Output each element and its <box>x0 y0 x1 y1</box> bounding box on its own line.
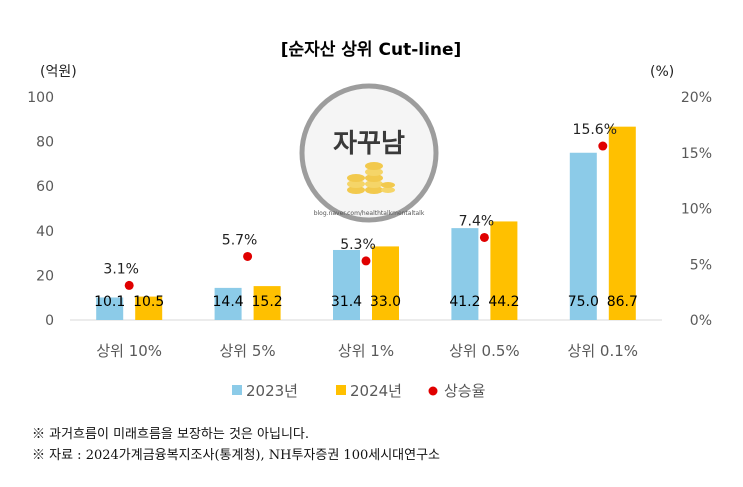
value-label-2023: 31.4 <box>331 294 362 310</box>
right-tick-label: 15% <box>681 146 712 162</box>
category-labels: 상위 10% 상위 5% 상위 1% 상위 0.5% 상위 0.1% <box>96 342 638 360</box>
rate-point <box>124 280 134 290</box>
bar-2024 <box>253 286 281 320</box>
left-tick-label: 20 <box>36 268 54 284</box>
note-source: ※ 자료 : 2024가계금융복지조사(통계청), NH투자증권 100세시대연… <box>32 448 440 463</box>
legend-swatch-2023 <box>232 385 242 395</box>
watermark-ring <box>299 83 439 223</box>
rate-label: 5.3% <box>340 237 376 253</box>
category-label: 상위 5% <box>220 342 276 360</box>
right-tick-label: 0% <box>690 313 712 329</box>
legend-label-rate: 상승율 <box>444 382 485 400</box>
value-label-2023: 14.4 <box>213 294 244 310</box>
bar-2023 <box>214 287 242 320</box>
left-tick-label: 0 <box>45 313 54 329</box>
bar-2024 <box>372 246 399 320</box>
chart-title: [순자산 상위 Cut-line] <box>281 40 462 60</box>
category-label: 상위 1% <box>338 342 394 360</box>
bar-2023 <box>451 228 479 320</box>
rate-label: 3.1% <box>103 261 139 277</box>
bar-2024 <box>490 221 518 320</box>
value-label-2024: 44.2 <box>488 294 519 310</box>
right-tick-label: 5% <box>690 257 712 273</box>
bar-2023 <box>569 152 597 320</box>
value-label-2023: 75.0 <box>568 294 599 310</box>
rate-point <box>361 256 371 266</box>
category-label: 상위 10% <box>96 342 162 360</box>
coin-stack-icon <box>347 162 395 194</box>
watermark: 자꾸남 blog.naver.com/healthtalkmentaltalk <box>299 83 439 223</box>
bar-2024 <box>608 126 636 320</box>
left-tick-label: 40 <box>36 224 54 240</box>
rate-label: 5.7% <box>222 232 258 248</box>
rate-point <box>479 232 489 242</box>
left-tick-label: 80 <box>36 135 54 151</box>
bar-2023 <box>333 249 360 320</box>
legend-label-2024: 2024년 <box>350 382 402 400</box>
category-label: 상위 0.1% <box>568 342 638 360</box>
legend: 2023년 2024년 상승율 <box>232 382 485 400</box>
left-tick-label: 60 <box>36 179 54 195</box>
bars: 10.1 10.5 14.4 15.2 31.4 33.0 41.2 44.2 75.0 86.7 <box>94 126 638 320</box>
rate-point <box>243 251 253 261</box>
left-axis-unit: (억원) <box>40 64 77 80</box>
right-axis-unit: (%) <box>650 64 674 80</box>
legend-marker-rate <box>428 386 438 396</box>
right-tick-label: 20% <box>681 90 712 106</box>
value-label-2024: 86.7 <box>607 294 638 310</box>
watermark-url: blog.naver.com/healthtalkmentaltalk <box>314 210 425 217</box>
legend-label-2023: 2023년 <box>246 382 298 400</box>
left-tick-label: 100 <box>27 90 54 106</box>
value-label-2023: 10.1 <box>94 294 125 310</box>
watermark-logo-text: 자꾸남 <box>333 129 405 159</box>
bar-2024 <box>135 296 163 320</box>
note-disclaimer: ※ 과거흐름이 미래흐름을 보장하는 것은 아닙니다. <box>32 427 309 442</box>
category-label: 상위 0.5% <box>449 342 519 360</box>
value-label-2024: 10.5 <box>133 294 164 310</box>
right-tick-label: 10% <box>681 202 712 218</box>
value-label-2024: 33.0 <box>370 294 401 310</box>
rate-label: 15.6% <box>573 122 617 138</box>
rate-point <box>598 141 608 151</box>
value-label-2023: 41.2 <box>449 294 480 310</box>
rate-points: 3.1% 5.7% 5.3% 7.4% 15.6% <box>103 122 617 290</box>
legend-swatch-2024 <box>336 385 346 395</box>
bar-2023 <box>96 297 124 320</box>
rate-label: 7.4% <box>459 213 495 229</box>
value-label-2024: 15.2 <box>252 294 283 310</box>
axes: 0 20 40 60 80 100 0% 5% 10% 15% 20% <box>27 90 712 329</box>
